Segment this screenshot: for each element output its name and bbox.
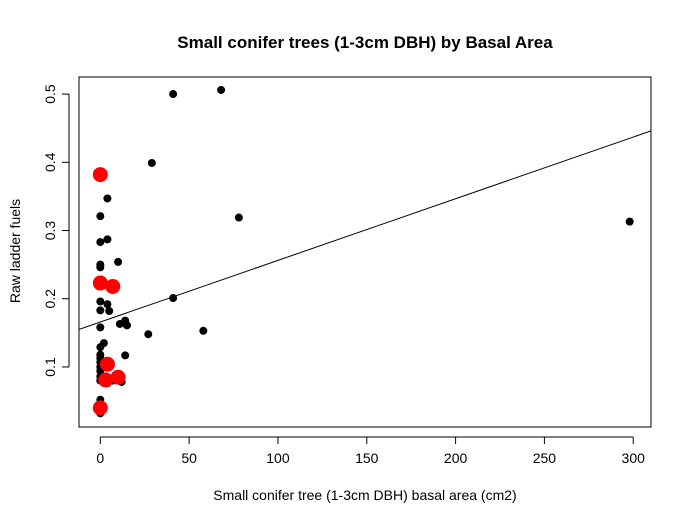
red-data-point bbox=[99, 356, 115, 372]
black-data-point bbox=[96, 238, 105, 247]
red-data-point bbox=[98, 372, 114, 388]
plot-frame bbox=[78, 76, 652, 428]
y-axis-label: Raw ladder fuels bbox=[7, 199, 23, 303]
black-data-point bbox=[121, 351, 130, 360]
black-data-point bbox=[103, 235, 112, 244]
black-data-point bbox=[234, 213, 243, 222]
red-data-point bbox=[92, 400, 108, 416]
black-data-point bbox=[199, 326, 208, 335]
black-data-point bbox=[96, 350, 105, 359]
x-tick-label: 300 bbox=[622, 450, 646, 466]
black-data-point bbox=[96, 306, 105, 315]
black-data-point bbox=[144, 330, 153, 339]
black-data-point bbox=[114, 257, 123, 266]
black-data-point bbox=[96, 212, 105, 221]
black-data-point bbox=[122, 321, 131, 330]
black-data-point bbox=[103, 300, 112, 309]
black-data-point bbox=[103, 194, 112, 203]
x-tick-label: 200 bbox=[444, 450, 468, 466]
black-data-point bbox=[169, 90, 178, 99]
black-data-point bbox=[147, 158, 156, 167]
red-data-point bbox=[110, 369, 126, 385]
y-tick-label: 0.5 bbox=[42, 84, 58, 104]
red-data-point bbox=[105, 278, 121, 294]
black-data-point bbox=[96, 323, 105, 332]
x-tick-label: 0 bbox=[96, 450, 104, 466]
axes: 0 50 100 150 200 250 300 0.1 0.2 0.3 0.4 0.5 bbox=[42, 84, 645, 466]
y-tick-label: 0.2 bbox=[42, 289, 58, 309]
x-axis-label: Small conifer tree (1-3cm DBH) basal are… bbox=[213, 487, 516, 503]
x-tick-label: 150 bbox=[355, 450, 379, 466]
points-layer bbox=[92, 85, 634, 418]
red-data-point bbox=[92, 167, 108, 183]
y-tick-label: 0.1 bbox=[42, 357, 58, 377]
red-data-point bbox=[92, 275, 108, 291]
black-data-point bbox=[625, 217, 634, 226]
black-data-point bbox=[96, 297, 105, 306]
black-data-point bbox=[99, 339, 108, 348]
x-tick-label: 100 bbox=[266, 450, 290, 466]
black-data-point bbox=[96, 260, 105, 269]
x-tick-label: 250 bbox=[533, 450, 557, 466]
black-data-point bbox=[169, 294, 178, 303]
y-tick-label: 0.4 bbox=[42, 152, 58, 172]
black-data-point bbox=[105, 307, 114, 316]
plot-area bbox=[79, 85, 651, 418]
y-tick-label: 0.3 bbox=[42, 221, 58, 241]
x-tick-label: 50 bbox=[181, 450, 197, 466]
black-data-point bbox=[217, 85, 226, 94]
chart-title: Small conifer trees (1-3cm DBH) by Basal… bbox=[177, 33, 553, 52]
